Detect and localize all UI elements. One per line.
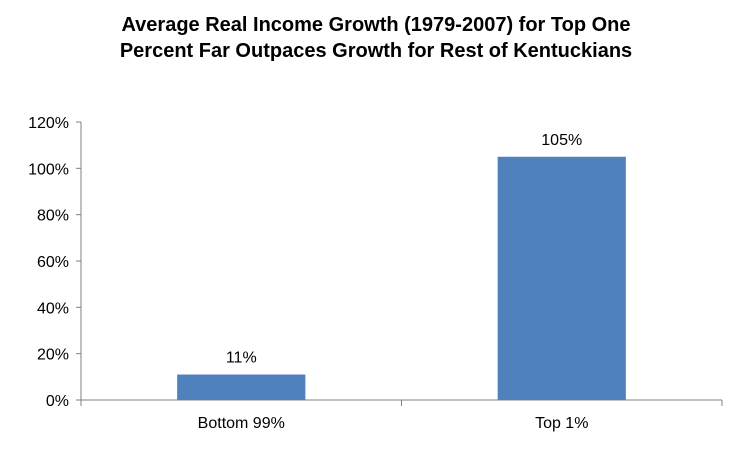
data-label: 105% bbox=[541, 132, 582, 149]
y-tick-label: 60% bbox=[37, 254, 69, 271]
chart-title-line-1: Average Real Income Growth (1979-2007) f… bbox=[121, 14, 631, 36]
y-tick-label: 80% bbox=[37, 208, 69, 225]
x-axis bbox=[80, 399, 723, 406]
data-label: 11% bbox=[226, 350, 257, 367]
chart-title-line-2: Percent Far Outpaces Growth for Rest of … bbox=[119, 40, 633, 62]
x-tick-label: Top 1% bbox=[535, 415, 588, 432]
bar bbox=[497, 156, 626, 400]
bars bbox=[177, 156, 626, 400]
x-tick-labels: Bottom 99% Top 1% bbox=[198, 415, 589, 432]
y-axis: 0% 20% 40% 60% 80% 100% 120% bbox=[28, 115, 82, 410]
bar bbox=[177, 374, 306, 400]
x-tick-label: Bottom 99% bbox=[198, 415, 285, 432]
data-labels: 11% 105% bbox=[226, 132, 582, 367]
y-tick-label: 20% bbox=[37, 347, 69, 364]
chart-title: Average Real Income Growth (1979-2007) f… bbox=[0, 12, 752, 64]
y-tick-label: 120% bbox=[28, 115, 69, 132]
y-tick-label: 40% bbox=[37, 300, 69, 317]
y-tick-label: 100% bbox=[28, 161, 69, 178]
y-tick-label: 0% bbox=[46, 393, 69, 410]
